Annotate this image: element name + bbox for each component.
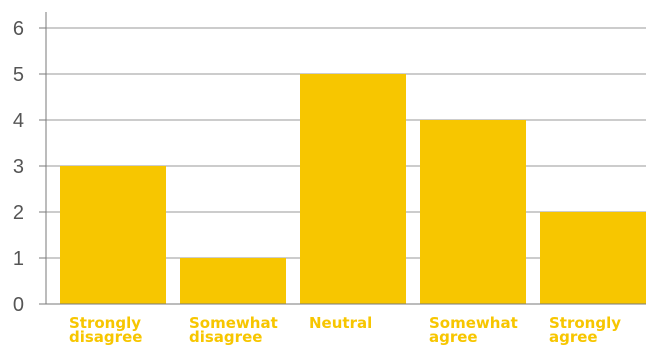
category-label: agree <box>549 328 598 346</box>
y-tick-label: 5 <box>13 64 24 86</box>
y-tick-label: 4 <box>13 110 24 132</box>
bar <box>540 212 646 304</box>
category-label: Strongly <box>69 314 141 332</box>
y-tick-label: 3 <box>13 156 24 178</box>
y-tick-label: 2 <box>13 202 24 224</box>
category-label: Strongly <box>549 314 621 332</box>
y-tick-labels: 0 1 2 3 4 5 6 <box>13 18 24 316</box>
bars <box>60 74 646 304</box>
category-label: disagree <box>189 328 262 346</box>
y-tick-label: 1 <box>13 248 24 270</box>
bar <box>180 258 286 304</box>
y-tick-label: 6 <box>13 18 24 40</box>
category-label: disagree <box>69 328 142 346</box>
bar <box>420 120 526 304</box>
y-tick-label: 0 <box>13 294 24 316</box>
category-label: Somewhat <box>189 314 278 332</box>
category-label: Neutral <box>309 314 372 332</box>
category-label: Somewhat <box>429 314 518 332</box>
axes <box>39 12 646 305</box>
bar <box>60 166 166 304</box>
category-label: agree <box>429 328 478 346</box>
bar <box>300 74 406 304</box>
